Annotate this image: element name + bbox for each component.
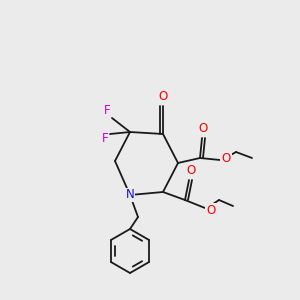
Text: F: F bbox=[102, 133, 108, 146]
Text: N: N bbox=[126, 188, 134, 202]
Text: O: O bbox=[186, 164, 196, 178]
Text: O: O bbox=[198, 122, 208, 136]
Text: O: O bbox=[206, 203, 216, 217]
Text: F: F bbox=[104, 104, 110, 118]
Text: O: O bbox=[158, 91, 168, 103]
Text: O: O bbox=[221, 152, 231, 166]
